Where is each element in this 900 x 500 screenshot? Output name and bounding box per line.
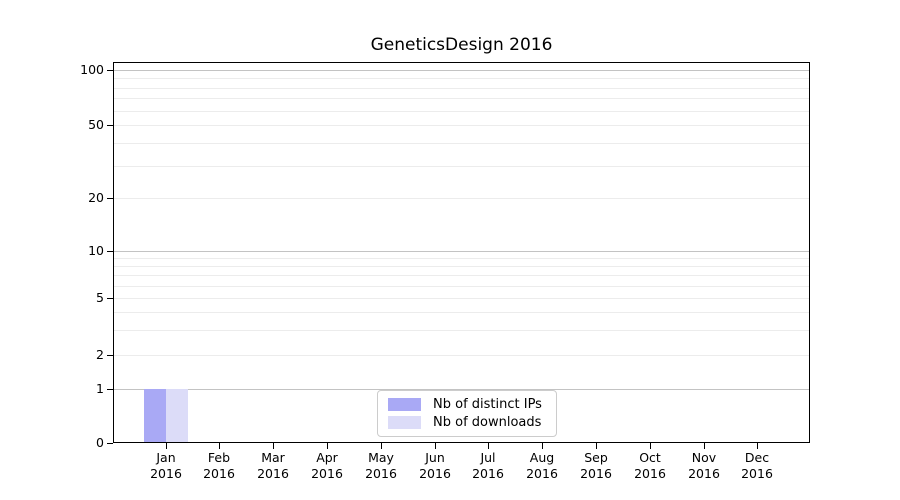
gridline bbox=[114, 70, 809, 71]
x-axis-tick-label: Dec 2016 bbox=[741, 450, 773, 481]
x-tick-mark bbox=[488, 443, 489, 449]
gridline bbox=[114, 275, 809, 276]
x-tick-mark bbox=[166, 443, 167, 449]
gridline bbox=[114, 251, 809, 252]
x-tick-mark bbox=[327, 443, 328, 449]
x-axis-tick-label: Sep 2016 bbox=[580, 450, 612, 481]
x-tick-mark bbox=[596, 443, 597, 449]
gridline bbox=[114, 166, 809, 167]
legend-label-distinct-ips: Nb of distinct IPs bbox=[433, 396, 542, 412]
x-axis-tick-label: Aug 2016 bbox=[526, 450, 558, 481]
y-tick-mark bbox=[107, 443, 113, 444]
y-axis-tick-label: 2 bbox=[96, 347, 104, 362]
x-tick-mark bbox=[757, 443, 758, 449]
x-tick-mark bbox=[435, 443, 436, 449]
x-axis-tick-label: May 2016 bbox=[365, 450, 397, 481]
x-axis-tick-label: Apr 2016 bbox=[311, 450, 343, 481]
bar-downloads bbox=[166, 389, 188, 443]
gridline bbox=[114, 266, 809, 267]
legend-swatch-downloads bbox=[388, 416, 421, 430]
y-tick-mark bbox=[107, 355, 113, 356]
gridline bbox=[114, 355, 809, 356]
y-tick-mark bbox=[107, 251, 113, 252]
x-tick-mark bbox=[219, 443, 220, 449]
y-axis-tick-label: 20 bbox=[88, 190, 104, 205]
x-axis-tick-label: Jul 2016 bbox=[472, 450, 504, 481]
gridline bbox=[114, 298, 809, 299]
y-tick-mark bbox=[107, 298, 113, 299]
gridline bbox=[114, 88, 809, 89]
legend-item-distinct-ips: Nb of distinct IPs bbox=[388, 397, 546, 412]
y-axis-tick-label: 0 bbox=[96, 435, 104, 450]
x-axis-tick-label: Nov 2016 bbox=[688, 450, 720, 481]
gridline bbox=[114, 111, 809, 112]
x-tick-mark bbox=[381, 443, 382, 449]
y-tick-mark bbox=[107, 198, 113, 199]
plot-area bbox=[113, 62, 810, 443]
gridline bbox=[114, 78, 809, 79]
gridline bbox=[114, 258, 809, 259]
bar-distinct-ips bbox=[144, 389, 166, 443]
gridline bbox=[114, 98, 809, 99]
y-tick-mark bbox=[107, 70, 113, 71]
y-axis-tick-label: 10 bbox=[88, 243, 104, 258]
y-tick-mark bbox=[107, 125, 113, 126]
y-axis-tick-label: 50 bbox=[88, 117, 104, 132]
chart-title: GeneticsDesign 2016 bbox=[370, 35, 553, 55]
x-axis-tick-label: Jun 2016 bbox=[419, 450, 451, 481]
gridline bbox=[114, 312, 809, 313]
gridline bbox=[114, 125, 809, 126]
y-tick-mark bbox=[107, 389, 113, 390]
y-axis-tick-label: 100 bbox=[80, 62, 104, 77]
legend-label-downloads: Nb of downloads bbox=[433, 415, 542, 431]
x-axis-tick-label: Feb 2016 bbox=[203, 450, 235, 481]
gridline bbox=[114, 286, 809, 287]
gridline bbox=[114, 143, 809, 144]
y-axis-tick-label: 5 bbox=[96, 290, 104, 305]
x-axis-tick-label: Oct 2016 bbox=[634, 450, 666, 481]
legend-swatch-distinct-ips bbox=[388, 397, 421, 411]
x-tick-mark bbox=[650, 443, 651, 449]
gridline bbox=[114, 389, 809, 390]
x-tick-mark bbox=[273, 443, 274, 449]
x-tick-mark bbox=[542, 443, 543, 449]
legend-item-downloads: Nb of downloads bbox=[388, 415, 546, 430]
x-axis-tick-label: Mar 2016 bbox=[257, 450, 289, 481]
x-axis-tick-label: Jan 2016 bbox=[150, 450, 182, 481]
gridline bbox=[114, 198, 809, 199]
x-tick-mark bbox=[704, 443, 705, 449]
gridline bbox=[114, 330, 809, 331]
legend: Nb of distinct IPs Nb of downloads bbox=[377, 390, 557, 437]
y-axis-tick-label: 1 bbox=[96, 381, 104, 396]
